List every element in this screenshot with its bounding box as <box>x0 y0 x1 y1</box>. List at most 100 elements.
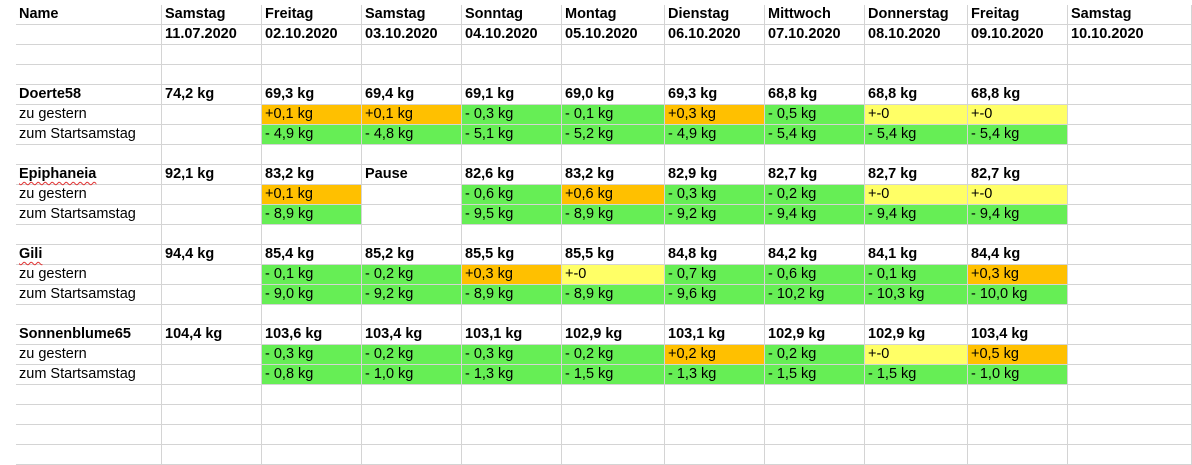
weight-cell[interactable]: 103,6 kg <box>262 325 362 345</box>
empty-cell[interactable] <box>262 225 362 245</box>
daily-change-cell[interactable]: - 0,3 kg <box>665 185 765 205</box>
empty-cell[interactable] <box>262 145 362 165</box>
start-change-cell[interactable]: - 1,0 kg <box>968 365 1068 385</box>
empty-cell[interactable] <box>562 45 665 65</box>
header-date[interactable]: 11.07.2020 <box>162 25 262 45</box>
empty-cell[interactable] <box>765 145 865 165</box>
empty-cell[interactable] <box>765 65 865 85</box>
daily-change-cell[interactable]: - 0,7 kg <box>665 265 765 285</box>
empty-cell[interactable] <box>865 65 968 85</box>
weight-cell[interactable]: 84,4 kg <box>968 245 1068 265</box>
empty-cell[interactable] <box>262 45 362 65</box>
daily-change-cell[interactable]: +0,5 kg <box>968 345 1068 365</box>
daily-change-cell[interactable]: - 0,2 kg <box>362 265 462 285</box>
empty-cell[interactable] <box>16 425 162 445</box>
header-day[interactable]: Montag <box>562 5 665 25</box>
weight-cell[interactable]: 82,7 kg <box>865 165 968 185</box>
weight-cell[interactable]: 92,1 kg <box>162 165 262 185</box>
empty-cell[interactable] <box>765 305 865 325</box>
row-label-daily[interactable]: zu gestern <box>16 185 162 205</box>
weight-cell[interactable]: 102,9 kg <box>765 325 865 345</box>
daily-change-cell[interactable] <box>162 265 262 285</box>
empty-cell[interactable] <box>462 145 562 165</box>
empty-cell[interactable] <box>665 425 765 445</box>
empty-cell[interactable] <box>865 385 968 405</box>
weight-cell[interactable]: 94,4 kg <box>162 245 262 265</box>
empty-cell[interactable] <box>562 425 665 445</box>
header-date[interactable]: 06.10.2020 <box>665 25 765 45</box>
row-label-start[interactable]: zum Startsamstag <box>16 125 162 145</box>
empty-cell[interactable] <box>968 425 1068 445</box>
empty-cell[interactable] <box>1068 305 1192 325</box>
empty-cell[interactable] <box>562 385 665 405</box>
weight-cell[interactable]: 82,7 kg <box>968 165 1068 185</box>
daily-change-cell[interactable]: - 0,2 kg <box>362 345 462 365</box>
start-change-cell[interactable]: - 8,9 kg <box>462 285 562 305</box>
empty-cell[interactable] <box>262 425 362 445</box>
empty-cell[interactable] <box>1068 145 1192 165</box>
start-change-cell[interactable]: - 9,4 kg <box>968 205 1068 225</box>
daily-change-cell[interactable] <box>1068 105 1192 125</box>
daily-change-cell[interactable]: - 0,1 kg <box>865 265 968 285</box>
weight-cell[interactable]: 103,4 kg <box>362 325 462 345</box>
header-name[interactable]: Name <box>16 5 162 25</box>
start-change-cell[interactable]: - 9,0 kg <box>262 285 362 305</box>
empty-cell[interactable] <box>362 385 462 405</box>
empty-cell[interactable] <box>162 425 262 445</box>
empty-cell[interactable] <box>865 425 968 445</box>
empty-cell[interactable] <box>162 225 262 245</box>
header-date[interactable]: 07.10.2020 <box>765 25 865 45</box>
empty-cell[interactable] <box>968 65 1068 85</box>
start-change-cell[interactable]: - 5,4 kg <box>765 125 865 145</box>
person-name[interactable]: Gili <box>16 245 162 265</box>
empty-cell[interactable] <box>462 405 562 425</box>
empty-cell[interactable] <box>865 305 968 325</box>
empty-cell[interactable] <box>665 305 765 325</box>
empty-cell[interactable] <box>665 385 765 405</box>
empty-cell[interactable] <box>865 225 968 245</box>
start-change-cell[interactable] <box>162 365 262 385</box>
start-change-cell[interactable]: - 1,0 kg <box>362 365 462 385</box>
header-day[interactable]: Donnerstag <box>865 5 968 25</box>
header-date[interactable]: 09.10.2020 <box>968 25 1068 45</box>
header-day[interactable]: Samstag <box>162 5 262 25</box>
empty-cell[interactable] <box>162 385 262 405</box>
daily-change-cell[interactable]: +0,1 kg <box>362 105 462 125</box>
header-day[interactable]: Mittwoch <box>765 5 865 25</box>
row-label-start[interactable]: zum Startsamstag <box>16 365 162 385</box>
empty-cell[interactable] <box>262 65 362 85</box>
row-label-daily[interactable]: zu gestern <box>16 265 162 285</box>
start-change-cell[interactable]: - 10,3 kg <box>865 285 968 305</box>
empty-cell[interactable] <box>362 445 462 465</box>
weight-cell[interactable] <box>1068 85 1192 105</box>
empty-cell[interactable] <box>1068 65 1192 85</box>
weight-cell[interactable]: 84,1 kg <box>865 245 968 265</box>
empty-cell[interactable] <box>162 405 262 425</box>
header-date[interactable]: 02.10.2020 <box>262 25 362 45</box>
empty-cell[interactable] <box>968 405 1068 425</box>
empty-cell[interactable] <box>665 405 765 425</box>
weight-cell[interactable]: 69,0 kg <box>562 85 665 105</box>
empty-cell[interactable] <box>262 385 362 405</box>
empty-cell[interactable] <box>968 305 1068 325</box>
row-label-start[interactable]: zum Startsamstag <box>16 205 162 225</box>
empty-cell[interactable] <box>562 445 665 465</box>
empty-cell[interactable] <box>1068 45 1192 65</box>
header-day[interactable]: Freitag <box>968 5 1068 25</box>
start-change-cell[interactable]: - 0,8 kg <box>262 365 362 385</box>
empty-cell[interactable] <box>162 145 262 165</box>
empty-cell[interactable] <box>262 405 362 425</box>
start-change-cell[interactable]: - 10,0 kg <box>968 285 1068 305</box>
weight-cell[interactable]: 84,8 kg <box>665 245 765 265</box>
start-change-cell[interactable] <box>362 205 462 225</box>
empty-cell[interactable] <box>665 445 765 465</box>
empty-cell[interactable] <box>262 305 362 325</box>
daily-change-cell[interactable]: +0,3 kg <box>968 265 1068 285</box>
start-change-cell[interactable]: - 1,5 kg <box>562 365 665 385</box>
daily-change-cell[interactable]: +0,3 kg <box>665 105 765 125</box>
empty-cell[interactable] <box>462 425 562 445</box>
start-change-cell[interactable] <box>1068 285 1192 305</box>
daily-change-cell[interactable]: - 0,1 kg <box>262 265 362 285</box>
start-change-cell[interactable]: - 9,2 kg <box>362 285 462 305</box>
empty-cell[interactable] <box>865 445 968 465</box>
